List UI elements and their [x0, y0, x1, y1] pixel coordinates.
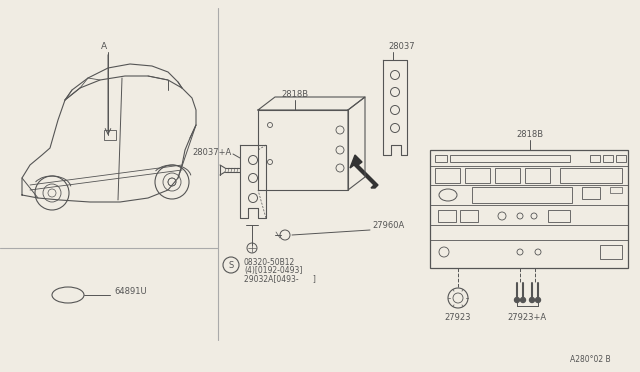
Polygon shape [350, 155, 378, 188]
Text: A: A [101, 42, 107, 51]
Bar [548, 210, 570, 222]
Bar [450, 155, 570, 162]
Bar [258, 110, 348, 190]
Text: 2818B: 2818B [282, 90, 308, 99]
Bar [582, 187, 600, 199]
Bar [560, 168, 622, 183]
Bar [460, 210, 478, 222]
Text: (4)[0192-0493]: (4)[0192-0493] [244, 266, 302, 275]
Text: 27923+A: 27923+A [508, 313, 547, 322]
Text: S: S [228, 260, 234, 269]
Text: 29032A[0493-      ]: 29032A[0493- ] [244, 274, 316, 283]
Bar [435, 168, 460, 183]
Bar [603, 155, 613, 162]
Text: 2818B: 2818B [516, 130, 543, 139]
Bar [465, 168, 490, 183]
Circle shape [520, 298, 525, 302]
Bar [438, 210, 456, 222]
Bar [495, 168, 520, 183]
Text: 64891U: 64891U [114, 286, 147, 295]
Bar [616, 155, 626, 162]
Bar [590, 155, 600, 162]
Bar [472, 187, 572, 203]
Circle shape [536, 298, 541, 302]
Text: 08320-50B12: 08320-50B12 [244, 258, 295, 267]
Circle shape [529, 298, 534, 302]
Bar [610, 187, 622, 193]
Text: A280°02 B: A280°02 B [570, 355, 611, 364]
Circle shape [515, 298, 520, 302]
Bar [104, 130, 116, 140]
Bar [430, 150, 628, 268]
Bar [435, 155, 447, 162]
Bar [525, 168, 550, 183]
Text: 27923: 27923 [445, 313, 471, 322]
Text: 27960A: 27960A [372, 221, 404, 231]
Text: 28037: 28037 [388, 42, 415, 51]
Text: 28037+A: 28037+A [193, 148, 232, 157]
Bar [600, 245, 622, 259]
